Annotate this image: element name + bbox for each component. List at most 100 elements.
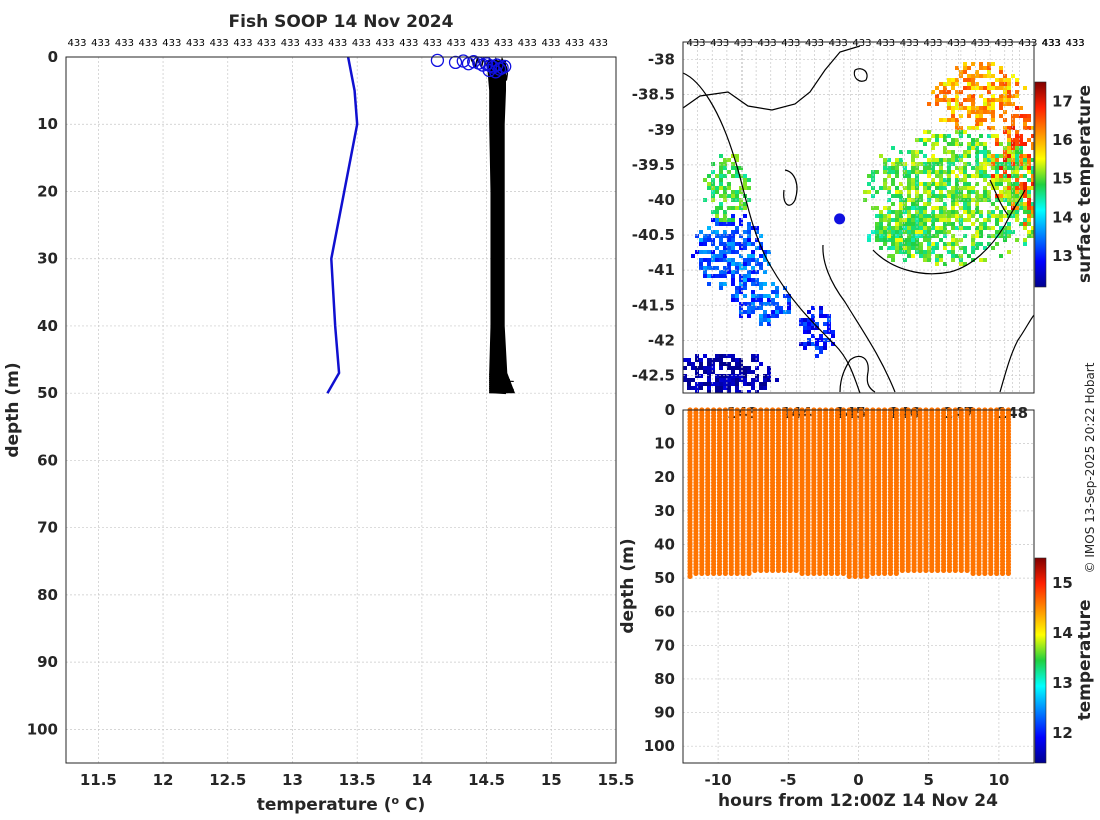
sst-pixel <box>743 214 747 218</box>
sst-pixel <box>1011 194 1015 198</box>
section-point <box>988 570 994 576</box>
sst-pixel <box>971 106 975 110</box>
sst-pixel <box>895 230 899 234</box>
sst-pixel <box>947 134 951 138</box>
sst-pixel <box>927 102 931 106</box>
sst-pixel <box>939 166 943 170</box>
sst-pixel <box>907 230 911 234</box>
sst-pixel <box>699 242 703 246</box>
sst-pixel <box>987 110 991 114</box>
sst-pixel <box>919 206 923 210</box>
sst-pixel <box>1007 230 1011 234</box>
sst-pixel <box>707 374 711 378</box>
sst-pixel <box>1027 194 1031 198</box>
sst-pixel <box>967 154 971 158</box>
sst-pixel <box>763 270 767 274</box>
sst-pixel <box>711 230 715 234</box>
sst-pixel <box>923 250 927 254</box>
section-point <box>693 570 699 576</box>
sst-pixel <box>963 78 967 82</box>
sst-pixel <box>995 170 999 174</box>
sst-pixel <box>923 154 927 158</box>
sst-pixel <box>967 182 971 186</box>
profile-top-label: 433 <box>162 38 181 49</box>
sst-pixel <box>751 386 755 390</box>
sst-pixel <box>991 106 995 110</box>
sst-pixel <box>703 258 707 262</box>
sst-pixel <box>939 98 943 102</box>
sst-pixel <box>719 222 723 226</box>
sst-pixel <box>711 254 715 258</box>
sst-pixel <box>931 218 935 222</box>
sst-pixel <box>1023 118 1027 122</box>
sst-pixel <box>715 354 719 358</box>
sst-pixel <box>707 250 711 254</box>
sst-pixel <box>819 350 823 354</box>
sst-pixel <box>887 238 891 242</box>
sst-pixel <box>931 190 935 194</box>
sst-pixel <box>1015 150 1019 154</box>
sst-pixel <box>799 342 803 346</box>
sst-pixel <box>935 226 939 230</box>
sst-pixel <box>731 270 735 274</box>
sst-pixel <box>727 158 731 162</box>
sst-pixel <box>967 106 971 110</box>
map-y-ticks: -38-38.5-39-39.5-40-40.5-41-41.5-42-42.5 <box>632 51 675 385</box>
sst-pixel <box>759 254 763 258</box>
sst-pixel <box>987 106 991 110</box>
map-lat-tick-label: -42 <box>648 331 675 349</box>
sst-pixel <box>751 242 755 246</box>
sst-pixel <box>963 150 967 154</box>
sst-pixel <box>1007 82 1011 86</box>
sst-pixel <box>887 166 891 170</box>
sst-pixel <box>719 390 723 393</box>
sst-pixel <box>903 202 907 206</box>
sst-pixel <box>1027 218 1031 222</box>
sst-pixel <box>879 154 883 158</box>
sst-colorbar <box>1034 81 1047 288</box>
sst-pixel <box>971 98 975 102</box>
sst-pixel <box>939 258 943 262</box>
sst-pixel <box>891 234 895 238</box>
sst-pixel <box>983 86 987 90</box>
sst-pixel <box>727 362 731 366</box>
sst-pixel <box>1023 86 1027 90</box>
sst-pixel <box>903 242 907 246</box>
sst-pixel <box>987 82 991 86</box>
sst-pixel <box>731 278 735 282</box>
sst-pixel <box>983 170 987 174</box>
sst-pixel <box>955 126 959 130</box>
sst-pixel <box>887 234 891 238</box>
sst-pixel <box>711 274 715 278</box>
sst-pixel <box>903 258 907 262</box>
sst-pixel <box>919 246 923 250</box>
sst-pixel <box>987 126 991 130</box>
sst-pixel <box>887 158 891 162</box>
sst-pixel <box>907 238 911 242</box>
sst-pixel <box>991 74 995 78</box>
sst-pixel <box>939 82 943 86</box>
sst-pixel <box>823 342 827 346</box>
sst-pixel <box>747 270 751 274</box>
sst-pixel <box>803 330 807 334</box>
sst-pixel <box>815 322 819 326</box>
sst-pixel <box>943 218 947 222</box>
sst-pixel <box>967 254 971 258</box>
sst-pixel <box>975 246 979 250</box>
sst-pixel <box>1015 142 1019 146</box>
sst-pixel <box>751 358 755 362</box>
sst-pixel <box>755 374 759 378</box>
sst-pixel <box>731 194 735 198</box>
sst-pixel <box>787 310 791 314</box>
sst-pixel <box>731 274 735 278</box>
sst-pixel <box>807 318 811 322</box>
section-point <box>840 570 846 576</box>
sst-pixel <box>899 214 903 218</box>
sst-pixel <box>715 210 719 214</box>
sst-pixel <box>1027 210 1031 214</box>
sst-pixel <box>719 202 723 206</box>
sst-pixel <box>955 82 959 86</box>
sst-pixel <box>943 150 947 154</box>
sst-pixel <box>747 234 751 238</box>
sst-pixel <box>999 114 1003 118</box>
